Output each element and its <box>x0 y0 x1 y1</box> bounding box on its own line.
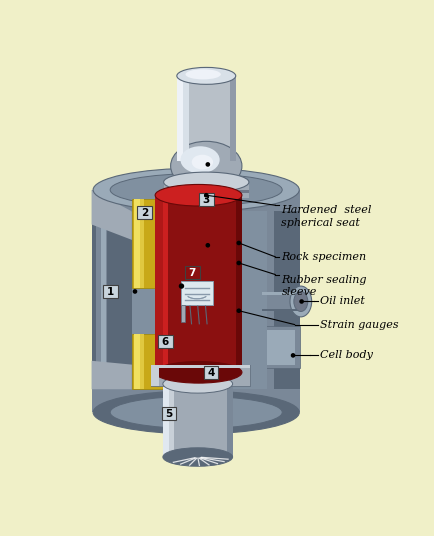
FancyBboxPatch shape <box>261 211 267 389</box>
FancyBboxPatch shape <box>261 309 300 311</box>
Text: 2: 2 <box>140 208 148 218</box>
FancyBboxPatch shape <box>265 190 274 396</box>
FancyBboxPatch shape <box>101 190 105 396</box>
Polygon shape <box>166 368 174 389</box>
Ellipse shape <box>185 69 220 79</box>
FancyBboxPatch shape <box>162 195 167 373</box>
Ellipse shape <box>290 353 295 358</box>
Ellipse shape <box>205 243 210 248</box>
FancyBboxPatch shape <box>235 195 241 373</box>
Ellipse shape <box>162 375 232 393</box>
Ellipse shape <box>205 162 210 167</box>
FancyBboxPatch shape <box>92 190 299 211</box>
Text: Hardened  steel
spherical seat: Hardened steel spherical seat <box>281 205 371 228</box>
FancyBboxPatch shape <box>158 335 172 348</box>
FancyBboxPatch shape <box>132 334 169 389</box>
Ellipse shape <box>162 448 232 466</box>
FancyBboxPatch shape <box>92 389 299 412</box>
FancyBboxPatch shape <box>266 330 294 364</box>
Ellipse shape <box>236 241 240 245</box>
FancyBboxPatch shape <box>163 190 248 193</box>
Text: Rock specimen: Rock specimen <box>281 252 366 262</box>
FancyBboxPatch shape <box>134 199 140 288</box>
Ellipse shape <box>110 396 282 428</box>
FancyBboxPatch shape <box>183 76 189 161</box>
Ellipse shape <box>163 172 248 192</box>
Ellipse shape <box>236 260 240 265</box>
FancyBboxPatch shape <box>155 195 162 373</box>
FancyBboxPatch shape <box>132 199 169 288</box>
FancyBboxPatch shape <box>261 292 300 295</box>
Ellipse shape <box>289 286 311 317</box>
Ellipse shape <box>170 142 241 191</box>
Text: 1: 1 <box>106 287 114 297</box>
Text: Oil inlet: Oil inlet <box>319 296 364 307</box>
FancyBboxPatch shape <box>184 266 199 279</box>
FancyBboxPatch shape <box>140 334 144 389</box>
Ellipse shape <box>93 168 299 211</box>
FancyBboxPatch shape <box>181 304 185 322</box>
FancyBboxPatch shape <box>176 76 235 161</box>
Ellipse shape <box>299 299 303 304</box>
FancyBboxPatch shape <box>176 76 183 161</box>
FancyBboxPatch shape <box>203 366 218 379</box>
Text: 7: 7 <box>188 268 196 278</box>
FancyBboxPatch shape <box>261 292 300 311</box>
FancyBboxPatch shape <box>229 76 235 161</box>
Ellipse shape <box>176 68 235 84</box>
FancyBboxPatch shape <box>151 364 249 386</box>
Ellipse shape <box>155 184 241 206</box>
Ellipse shape <box>293 292 307 311</box>
FancyBboxPatch shape <box>140 199 144 288</box>
Ellipse shape <box>204 193 208 198</box>
Ellipse shape <box>132 289 137 294</box>
FancyBboxPatch shape <box>92 190 132 396</box>
Polygon shape <box>166 368 217 396</box>
Polygon shape <box>92 361 132 389</box>
Ellipse shape <box>191 155 213 169</box>
Text: Strain gauges: Strain gauges <box>319 319 398 330</box>
Text: 4: 4 <box>207 368 214 378</box>
FancyBboxPatch shape <box>155 195 241 373</box>
FancyBboxPatch shape <box>180 281 213 304</box>
Text: Cell body: Cell body <box>319 351 372 360</box>
Ellipse shape <box>236 308 240 313</box>
FancyBboxPatch shape <box>169 384 173 457</box>
FancyBboxPatch shape <box>151 364 249 368</box>
FancyBboxPatch shape <box>162 384 232 457</box>
Ellipse shape <box>155 362 241 383</box>
FancyBboxPatch shape <box>261 190 299 396</box>
Text: 6: 6 <box>161 337 168 347</box>
FancyBboxPatch shape <box>96 190 107 396</box>
FancyBboxPatch shape <box>151 364 159 386</box>
Text: Rubber sealing
sleeve: Rubber sealing sleeve <box>281 274 366 297</box>
Polygon shape <box>92 190 132 240</box>
Ellipse shape <box>110 174 282 206</box>
FancyBboxPatch shape <box>161 407 176 420</box>
Text: 3: 3 <box>202 195 210 205</box>
FancyBboxPatch shape <box>132 211 261 389</box>
FancyBboxPatch shape <box>198 192 213 206</box>
FancyBboxPatch shape <box>137 206 151 219</box>
FancyBboxPatch shape <box>102 285 117 298</box>
Text: 5: 5 <box>165 409 172 419</box>
FancyBboxPatch shape <box>162 384 169 457</box>
Ellipse shape <box>93 391 299 434</box>
Ellipse shape <box>178 284 184 289</box>
FancyBboxPatch shape <box>163 182 248 198</box>
FancyBboxPatch shape <box>227 384 232 457</box>
Ellipse shape <box>180 146 219 173</box>
FancyBboxPatch shape <box>134 334 140 389</box>
FancyBboxPatch shape <box>261 326 299 368</box>
